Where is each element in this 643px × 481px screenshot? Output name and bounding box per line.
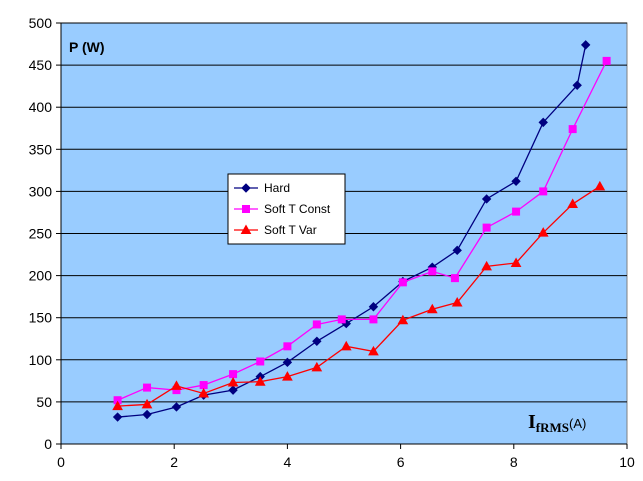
data-point [568, 125, 577, 134]
data-point [481, 260, 492, 271]
x-axis-title-unit: (A) [569, 416, 586, 431]
data-point [312, 320, 321, 329]
series-layer [112, 40, 611, 422]
data-point [198, 387, 209, 398]
data-point [452, 245, 462, 256]
y-tick-label: 100 [29, 352, 53, 368]
data-point [283, 342, 292, 351]
data-point [112, 412, 123, 422]
data-point [227, 377, 239, 387]
series-2 [112, 180, 606, 411]
y-tick-label: 150 [29, 310, 53, 326]
data-point [254, 376, 266, 386]
series-line [117, 60, 608, 401]
y-tick-label: 450 [29, 57, 53, 73]
data-point [171, 380, 182, 390]
data-point [426, 303, 438, 314]
legend-item: Hard [234, 181, 290, 195]
legend-marker [241, 183, 251, 193]
data-point [482, 223, 491, 232]
data-point [312, 336, 322, 346]
data-point [428, 267, 437, 276]
legend-marker [240, 224, 252, 234]
data-point [539, 187, 548, 196]
data-point [398, 278, 407, 287]
data-point [451, 297, 463, 307]
data-point [311, 361, 323, 372]
x-tick-label: 6 [397, 454, 405, 470]
legend-item: Soft T Const [234, 202, 331, 216]
x-tick-label: 10 [619, 454, 635, 470]
series-line [117, 185, 601, 407]
legend-item: Soft T Var [234, 223, 317, 237]
data-point [337, 315, 346, 324]
data-point [511, 176, 521, 187]
x-axis-title-main: I [528, 411, 536, 433]
y-axis-title: P (W) [69, 39, 105, 55]
data-point [228, 385, 238, 395]
data-point [567, 198, 579, 209]
data-point [143, 383, 152, 392]
data-point [112, 400, 123, 411]
data-point [510, 257, 522, 267]
data-point [256, 357, 265, 366]
legend-marker [242, 205, 250, 213]
data-point [368, 302, 379, 312]
x-tick-label: 2 [170, 454, 178, 470]
y-tick-label: 500 [29, 15, 53, 31]
data-point [171, 402, 182, 412]
legend-label: Soft T Const [264, 202, 331, 216]
series-1 [113, 56, 611, 405]
data-point [282, 357, 293, 368]
data-point [572, 80, 582, 91]
svg-text:IfRMS(A): IfRMS(A) [528, 411, 586, 435]
data-point [340, 340, 352, 351]
data-point [602, 56, 611, 65]
data-point [450, 274, 459, 283]
data-point [282, 371, 293, 381]
y-tick-label: 200 [29, 268, 53, 284]
y-tick-label: 250 [29, 226, 53, 242]
x-tick-label: 8 [510, 454, 518, 470]
x-tick-label: 4 [284, 454, 292, 470]
data-point [368, 345, 379, 356]
data-point [580, 40, 591, 50]
legend-label: Soft T Var [264, 223, 317, 237]
x-axis-title-subscript: fRMS [536, 420, 569, 435]
data-point [141, 398, 153, 409]
data-point [142, 409, 152, 420]
legend-label: Hard [264, 181, 290, 195]
x-axis-title: IfRMS(A) [528, 411, 586, 435]
data-point [512, 207, 521, 216]
data-point [397, 314, 409, 325]
legend: Hard Soft T Const Soft T Var [227, 173, 346, 245]
x-tick-label: 0 [57, 454, 65, 470]
data-point [229, 370, 238, 379]
y-tick-label: 300 [29, 183, 53, 199]
data-point [537, 227, 549, 237]
axes: 0 50 100 150 200 250 300 350 400 450 500 0 2 4 6 8 10 [29, 15, 635, 470]
data-point [538, 117, 548, 128]
data-point [594, 180, 606, 191]
y-tick-label: 50 [36, 394, 52, 410]
y-tick-label: 400 [29, 99, 53, 115]
data-point [369, 315, 378, 324]
y-tick-label: 0 [44, 436, 52, 452]
data-point [199, 381, 208, 390]
y-tick-label: 350 [29, 141, 53, 157]
data-point [481, 194, 492, 204]
